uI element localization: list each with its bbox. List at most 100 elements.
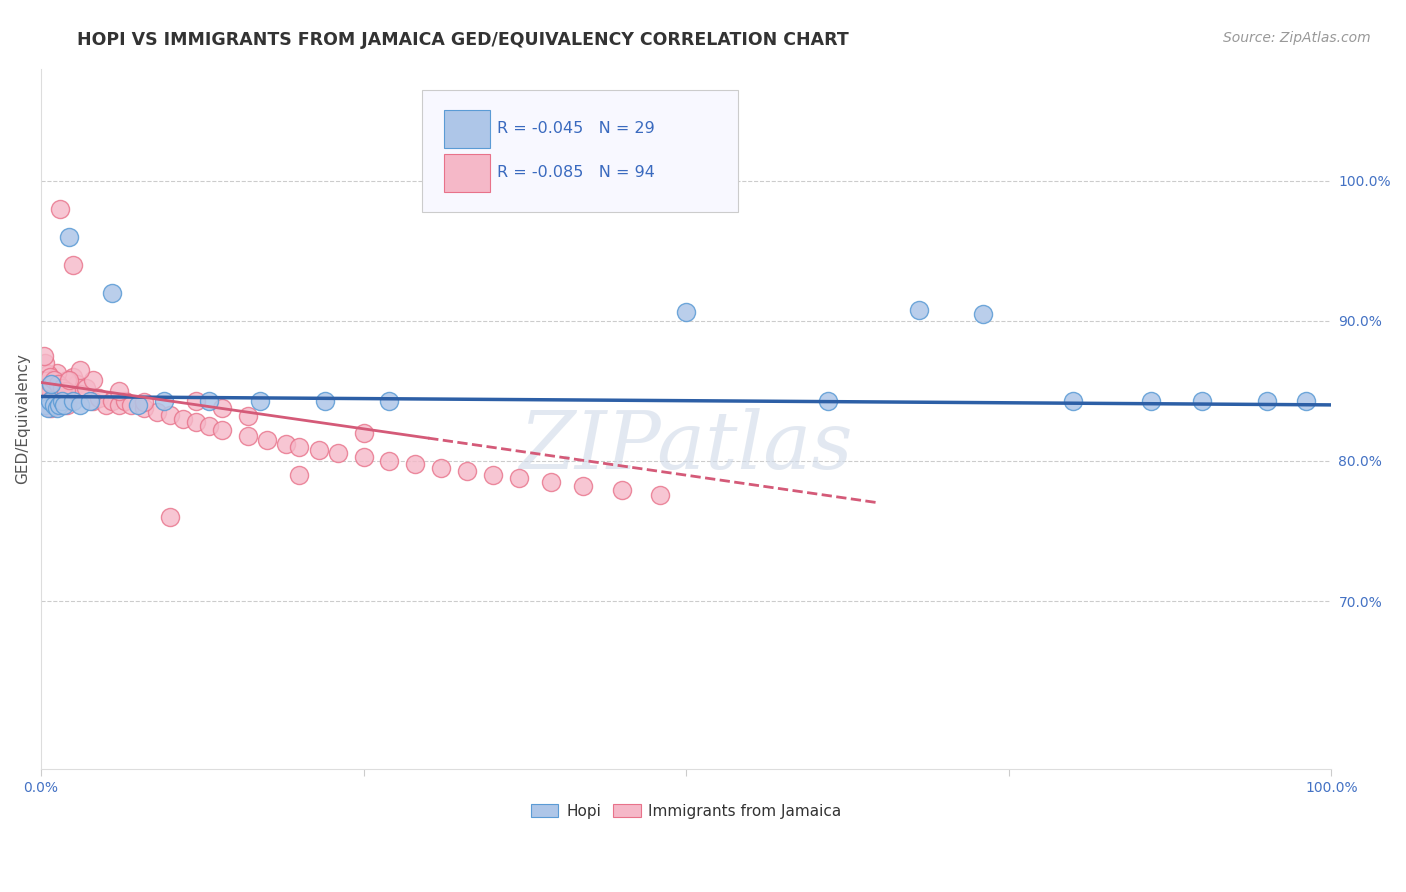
- Point: [35, 376, 58, 391]
- Point: [55, 384, 77, 398]
- Point: [481, 467, 503, 482]
- Point: [32, 349, 55, 363]
- Point: [211, 401, 233, 415]
- Point: [37, 401, 59, 415]
- Text: Source: ZipAtlas.com: Source: ZipAtlas.com: [1223, 31, 1371, 45]
- Point: [42, 398, 65, 412]
- Point: [89, 391, 111, 405]
- Text: R = -0.045   N = 29: R = -0.045 N = 29: [496, 120, 654, 136]
- Point: [62, 258, 84, 272]
- Point: [572, 479, 595, 493]
- Point: [56, 373, 79, 387]
- Point: [326, 445, 349, 459]
- Point: [127, 398, 149, 412]
- Point: [114, 393, 136, 408]
- Point: [41, 376, 63, 391]
- Point: [49, 393, 72, 408]
- Point: [172, 412, 194, 426]
- Point: [48, 398, 70, 412]
- Point: [184, 415, 207, 429]
- Point: [236, 428, 259, 442]
- Point: [276, 437, 298, 451]
- Point: [56, 398, 79, 412]
- Point: [69, 363, 91, 377]
- Point: [152, 393, 174, 408]
- Point: [48, 398, 70, 412]
- Point: [49, 384, 72, 398]
- Point: [101, 393, 124, 408]
- Point: [53, 398, 76, 412]
- Point: [42, 373, 65, 387]
- Point: [256, 433, 278, 447]
- Point: [58, 386, 80, 401]
- FancyBboxPatch shape: [444, 110, 491, 148]
- Point: [134, 401, 156, 415]
- Point: [650, 487, 672, 501]
- Point: [55, 393, 77, 408]
- Point: [58, 393, 80, 408]
- Point: [37, 398, 59, 412]
- Point: [353, 450, 375, 464]
- Point: [53, 391, 76, 405]
- Text: ZIPatlas: ZIPatlas: [520, 409, 853, 485]
- Point: [134, 395, 156, 409]
- Point: [44, 393, 66, 408]
- Point: [82, 373, 104, 387]
- Point: [1062, 393, 1084, 408]
- Point: [34, 386, 56, 401]
- Point: [198, 418, 221, 433]
- Point: [69, 398, 91, 412]
- Point: [45, 376, 67, 391]
- Point: [817, 393, 839, 408]
- Point: [34, 398, 56, 412]
- Point: [972, 307, 994, 321]
- Point: [1256, 393, 1278, 408]
- Point: [35, 393, 58, 408]
- Point: [378, 454, 401, 468]
- Point: [249, 393, 271, 408]
- Point: [159, 408, 181, 422]
- Point: [430, 461, 453, 475]
- Point: [184, 393, 207, 408]
- Point: [46, 376, 69, 391]
- Point: [41, 393, 63, 408]
- Point: [39, 384, 62, 398]
- Point: [107, 398, 129, 412]
- Point: [1295, 393, 1317, 408]
- Point: [101, 285, 124, 300]
- Point: [32, 393, 55, 408]
- Point: [94, 398, 117, 412]
- Point: [31, 398, 53, 412]
- Point: [39, 393, 62, 408]
- Point: [45, 401, 67, 415]
- Text: HOPI VS IMMIGRANTS FROM JAMAICA GED/EQUIVALENCY CORRELATION CHART: HOPI VS IMMIGRANTS FROM JAMAICA GED/EQUI…: [77, 31, 849, 49]
- Point: [456, 464, 478, 478]
- Point: [38, 398, 60, 412]
- Text: R = -0.085   N = 94: R = -0.085 N = 94: [496, 165, 654, 179]
- Point: [107, 384, 129, 398]
- Point: [41, 401, 63, 415]
- Point: [42, 393, 65, 408]
- Point: [159, 510, 181, 524]
- Point: [39, 369, 62, 384]
- Point: [146, 405, 169, 419]
- FancyBboxPatch shape: [422, 89, 738, 212]
- Point: [39, 393, 62, 408]
- Point: [675, 305, 697, 319]
- Point: [198, 393, 221, 408]
- Point: [907, 302, 929, 317]
- Legend: Hopi, Immigrants from Jamaica: Hopi, Immigrants from Jamaica: [524, 797, 848, 825]
- Point: [52, 398, 75, 412]
- Point: [610, 483, 633, 498]
- Point: [41, 398, 63, 412]
- Point: [39, 398, 62, 412]
- Point: [34, 356, 56, 370]
- Point: [51, 381, 73, 395]
- Point: [34, 398, 56, 412]
- Point: [288, 440, 311, 454]
- Point: [45, 366, 67, 380]
- Y-axis label: GED/Equivalency: GED/Equivalency: [15, 353, 30, 484]
- Point: [51, 393, 73, 408]
- Point: [62, 369, 84, 384]
- Point: [288, 467, 311, 482]
